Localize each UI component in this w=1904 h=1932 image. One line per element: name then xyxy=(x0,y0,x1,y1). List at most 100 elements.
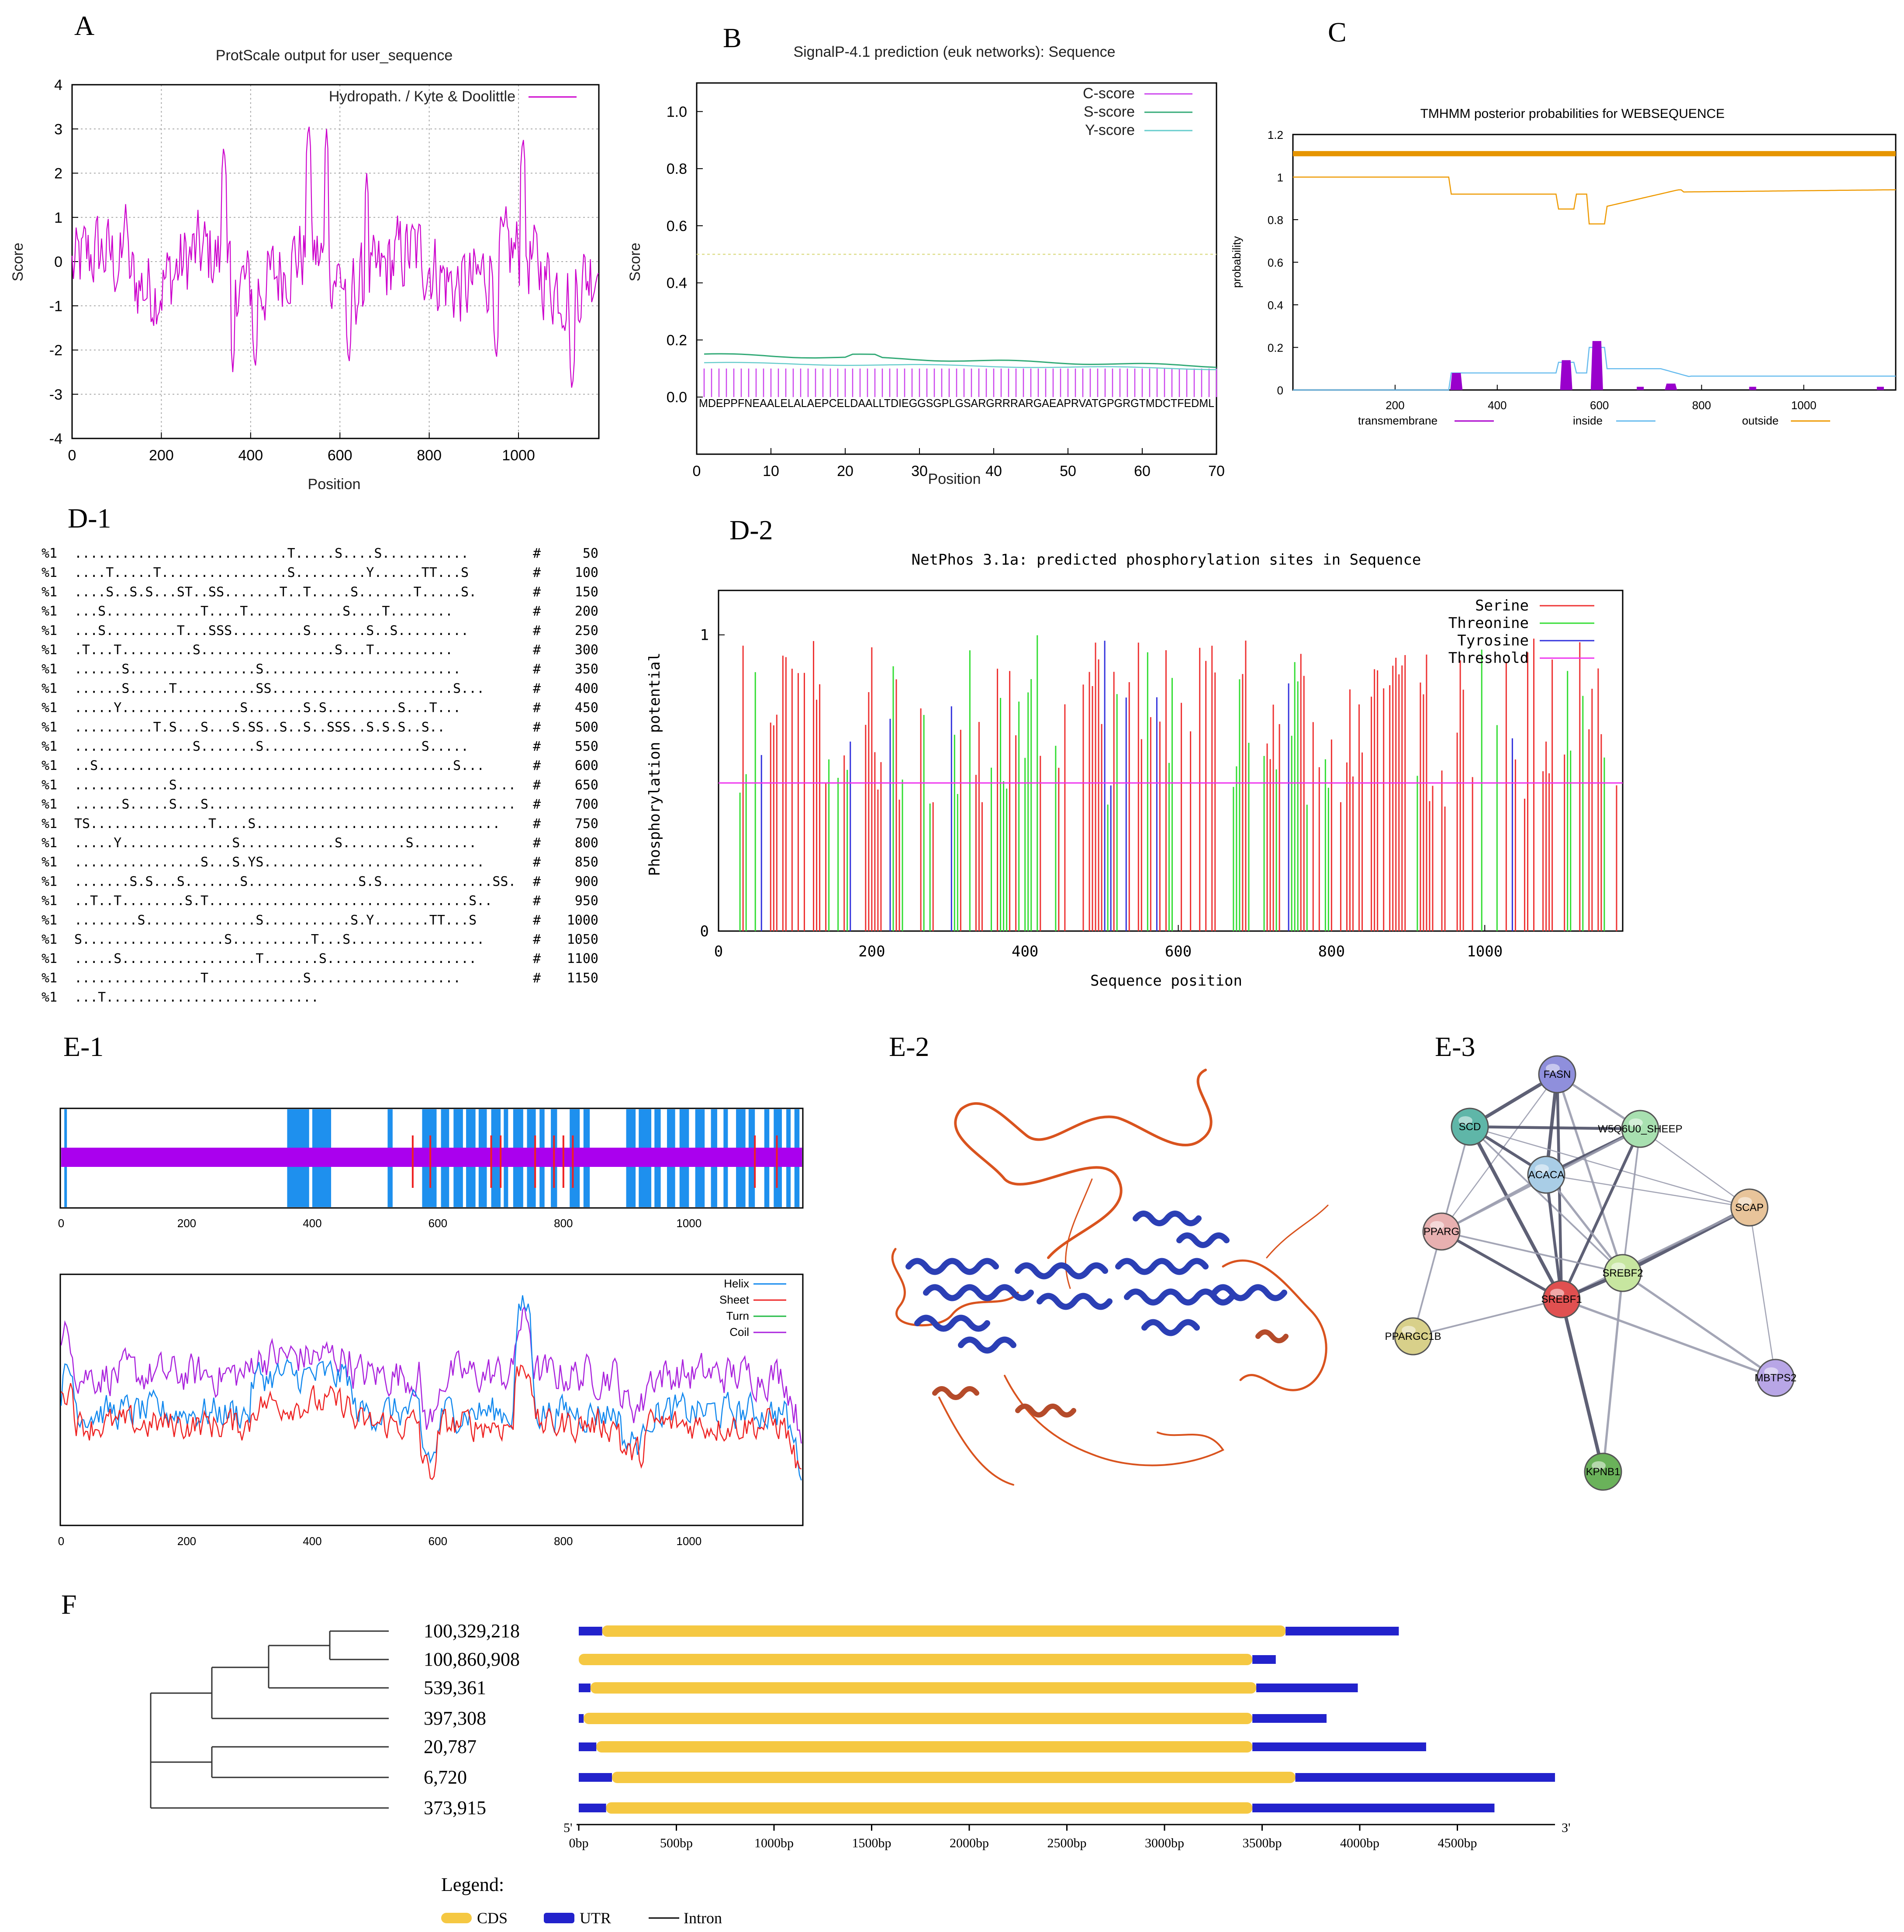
chart-d2-xtick-label: 800 xyxy=(1318,943,1345,960)
chart-b-ytick-label: 0.8 xyxy=(667,161,687,177)
gene-row-label: 539,361 xyxy=(424,1677,486,1698)
gene-cds-segment xyxy=(602,1625,1286,1637)
f-three-prime: 3' xyxy=(1562,1821,1570,1835)
network-node-scap: SCAP xyxy=(1730,1188,1769,1227)
netphos-row-number: 750 xyxy=(575,816,598,831)
gene-row-label: 397,308 xyxy=(424,1708,486,1729)
e1-coil-line xyxy=(60,1305,802,1444)
chart-c-tm-small-peak xyxy=(1637,386,1644,390)
e1-legend-coil: Coil xyxy=(729,1325,749,1339)
netphos-row-sequence: .....Y...............S.......S.S........… xyxy=(74,700,461,716)
chart-a-xtick-label: 800 xyxy=(417,447,442,464)
gene-row-label: 373,915 xyxy=(424,1797,486,1818)
chart-c-xtick-label: 1000 xyxy=(1791,399,1817,412)
panel-e1: E-1 0 200 400 600 800 1000 0 200 400 600 800 1000 … xyxy=(58,1031,804,1548)
e1-track-tick-label: 1000 xyxy=(676,1217,701,1230)
netphos-row-sequence: ...S............T....T............S....T… xyxy=(74,604,453,619)
netphos-row-prefix: %1 xyxy=(41,835,57,851)
chart-a-ytick-label: 0 xyxy=(54,254,62,270)
chart-a-xtick-label: 1000 xyxy=(502,447,535,464)
netphos-row-sequence: ...........................T.....S....S.… xyxy=(74,546,469,561)
string-network-nodes: FASN SCD W5Q6U0_SHEEP ACACA SCAP PPARG SREBF2 S… xyxy=(1385,1055,1797,1491)
chart-b-cscore-bars xyxy=(703,368,1217,397)
panel-label-d2: D-2 xyxy=(729,514,773,545)
panel-label-c: C xyxy=(1328,17,1347,48)
netphos-row-hash: # xyxy=(533,565,541,580)
chart-b-title: SignalP-4.1 prediction (euk networks): S… xyxy=(793,44,1115,60)
netphos-row-number: 1050 xyxy=(567,932,598,947)
e1-profile-tick-label: 0 xyxy=(58,1535,64,1548)
gene-row-label: 6,720 xyxy=(424,1766,467,1788)
f-axis-tick-label: 4000bp xyxy=(1340,1836,1379,1850)
network-edge xyxy=(1602,1273,1624,1472)
f-legend-intron: Intron xyxy=(684,1909,722,1927)
network-node-highlight xyxy=(1535,1164,1549,1173)
network-node-w5q6u0_sheep: W5Q6U0_SHEEP xyxy=(1598,1110,1683,1148)
netphos-row-prefix: %1 xyxy=(41,584,57,600)
gene-row-label: 100,860,908 xyxy=(424,1649,520,1670)
network-node-ppargc1b: PPARGC1B xyxy=(1385,1317,1441,1356)
chart-b-sscore-line xyxy=(704,353,1217,368)
netphos-row-prefix: %1 xyxy=(41,662,57,677)
chart-d2-bars xyxy=(739,635,1617,931)
gene-cds-segment xyxy=(596,1741,1253,1753)
network-edge xyxy=(1546,1174,1750,1208)
netphos-row-hash: # xyxy=(533,874,541,889)
network-node-fasn: FASN xyxy=(1538,1055,1576,1094)
chart-c-title: TMHMM posterior probabilities for WEBSEQ… xyxy=(1420,107,1725,121)
protein-structure-image xyxy=(891,1069,1329,1486)
chart-d2-xtick-label: 400 xyxy=(1012,943,1038,960)
chart-a-xlabel: Position xyxy=(308,476,361,493)
netphos-row-number: 1150 xyxy=(567,970,598,986)
chart-c-xtick-label: 400 xyxy=(1488,399,1507,412)
network-node-pparg: PPARG xyxy=(1422,1212,1461,1251)
f-axis-tick-label: 500bp xyxy=(660,1836,693,1850)
network-node-label: PPARG xyxy=(1424,1226,1459,1238)
netphos-row-number: 650 xyxy=(575,777,598,793)
netphos-row-sequence: S..................S..........T...S.....… xyxy=(74,932,484,947)
chart-d2-title: NetPhos 3.1a: predicted phosphorylation … xyxy=(912,551,1421,569)
netphos-row-prefix: %1 xyxy=(41,816,57,831)
e1-legend-turn: Turn xyxy=(726,1309,750,1322)
e1-track-tick-label: 400 xyxy=(303,1217,321,1230)
network-node-highlight xyxy=(1550,1289,1564,1297)
f-axis-ticks: 0bp 500bp 1000bp 1500bp 2000bp 2500bp 3000bp 35… xyxy=(569,1825,1477,1850)
network-edge xyxy=(1545,1174,1624,1274)
f-legend-cds: CDS xyxy=(477,1909,508,1927)
netphos-row-prefix: %1 xyxy=(41,932,57,947)
netphos-row-hash: # xyxy=(533,662,541,677)
chart-a-ytick-label: -2 xyxy=(49,342,62,359)
netphos-row-prefix: %1 xyxy=(41,894,57,909)
f-axis-tick-label: 2000bp xyxy=(950,1836,989,1850)
netphos-row-number: 400 xyxy=(575,681,598,696)
panel-c: C TMHMM posterior probabilities for WEBS… xyxy=(1230,17,1897,427)
network-edge xyxy=(1441,1231,1623,1274)
netphos-row-prefix: %1 xyxy=(41,797,57,812)
netphos-row-hash: # xyxy=(533,642,541,658)
e1-track-tick-label: 600 xyxy=(428,1217,447,1230)
chart-d2-legend-tyrosine: Tyrosine xyxy=(1457,632,1529,649)
netphos-row-sequence: ..S.....................................… xyxy=(74,758,484,773)
network-node-label: KPNB1 xyxy=(1586,1466,1621,1478)
netphos-row-hash: # xyxy=(533,546,541,561)
gene-row: 100,860,908 xyxy=(424,1649,1276,1670)
netphos-row-number: 300 xyxy=(575,642,598,658)
network-node-label: SREBF2 xyxy=(1602,1267,1643,1279)
netphos-row-sequence: ..T..T........S.T.......................… xyxy=(74,894,492,909)
f-axis-tick-label: 3000bp xyxy=(1145,1836,1184,1850)
gene-cds-segment xyxy=(590,1682,1257,1694)
netphos-row-number: 900 xyxy=(575,874,598,889)
netphos-sequence-table: %1 ...........................T.....S....… xyxy=(41,546,598,1005)
e1-legend-sheet: Sheet xyxy=(719,1293,750,1306)
chart-a-ytick-label: 4 xyxy=(54,77,62,93)
gene-utr5-segment xyxy=(579,1714,584,1723)
netphos-row-hash: # xyxy=(533,951,541,966)
gene-utr5-segment xyxy=(579,1742,597,1751)
netphos-row-prefix: %1 xyxy=(41,642,57,658)
e1-profile-tick-label: 1000 xyxy=(676,1535,701,1548)
f-axis-tick-label: 0bp xyxy=(569,1836,589,1850)
gene-utr5-segment xyxy=(579,1627,602,1635)
chart-a-xtick-label: 600 xyxy=(328,447,352,464)
e1-helix-line xyxy=(60,1295,802,1481)
